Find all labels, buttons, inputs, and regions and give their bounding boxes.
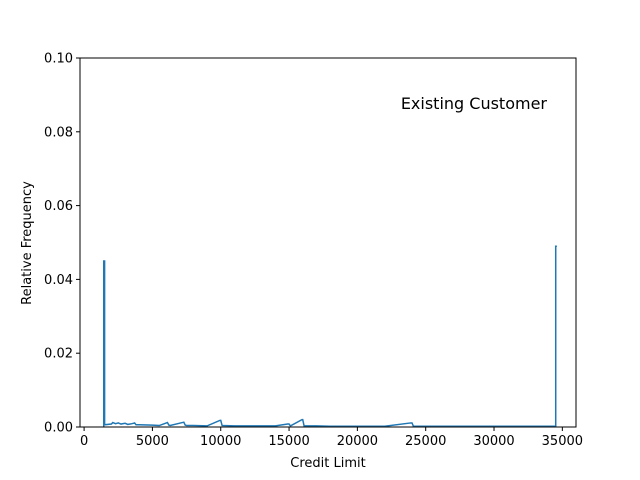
y-axis-ticks: 0.00 0.02 0.04 0.06 0.08 0.10 [44,52,80,436]
y-tick-label: 0.04 [44,273,73,288]
y-tick-label: 0.08 [44,125,73,140]
y-tick-label: 0.06 [44,199,73,214]
annotation-label: Existing Customer [401,94,548,113]
x-axis-label: Credit Limit [290,456,365,471]
x-tick-label: 20000 [337,434,378,449]
plot-area [80,58,576,427]
x-tick-label: 15000 [268,434,309,449]
y-axis-label: Relative Frequency [20,181,35,305]
y-tick-label: 0.00 [44,421,73,436]
x-tick-label: 5000 [136,434,169,449]
x-axis-ticks: 0 5000 10000 15000 20000 25000 30000 35000 [80,427,583,449]
plot-frame [79,57,577,428]
series-line [103,245,557,428]
x-tick-label: 25000 [405,434,446,449]
x-tick-label: 10000 [200,434,241,449]
y-tick-label: 0.10 [44,52,73,67]
y-tick-label: 0.02 [44,347,73,362]
x-tick-label: 35000 [542,434,583,449]
x-tick-label: 30000 [473,434,514,449]
x-tick-label: 0 [80,434,88,449]
